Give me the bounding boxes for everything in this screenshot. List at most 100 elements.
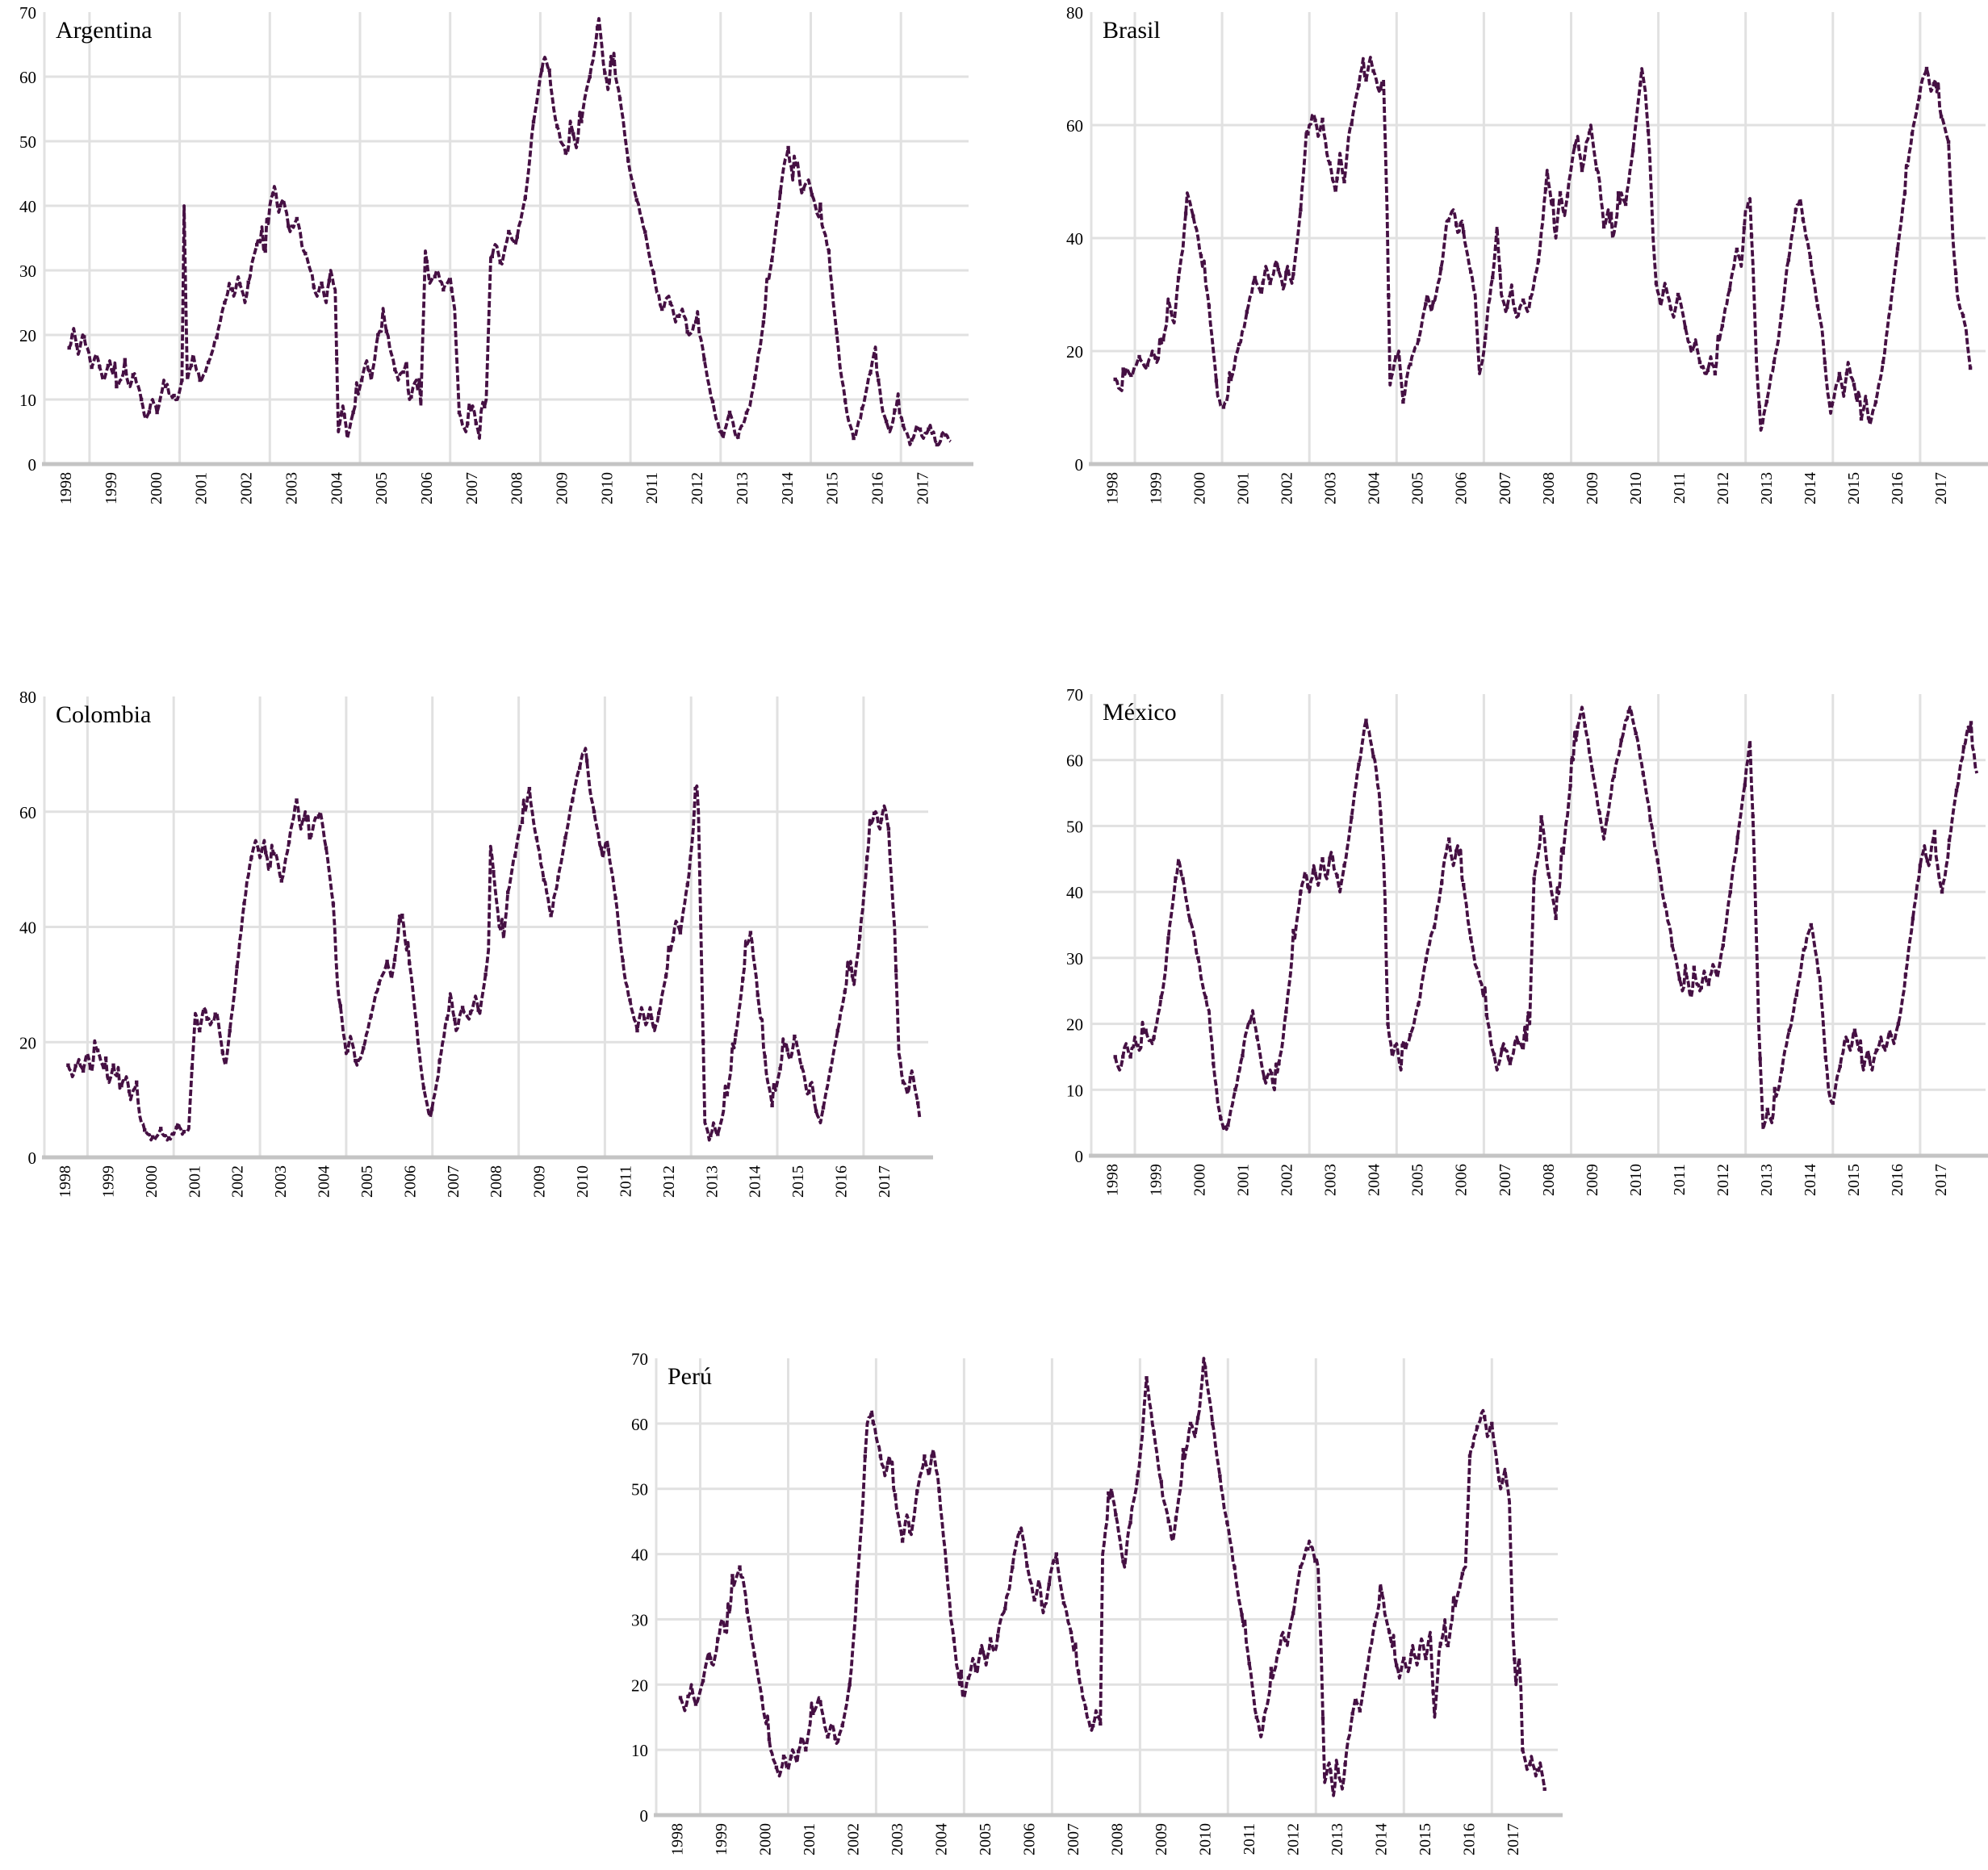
series-marker: [1911, 916, 1915, 921]
series-marker: [1432, 925, 1437, 930]
series-marker: [893, 408, 897, 412]
series-marker: [1233, 1088, 1237, 1092]
series-marker: [1424, 957, 1428, 961]
series-marker: [1040, 1602, 1044, 1607]
series-marker: [621, 959, 625, 963]
series-marker: [1291, 1611, 1295, 1615]
series-marker: [918, 427, 923, 431]
series-marker: [1431, 1690, 1435, 1694]
series-marker: [1262, 1717, 1266, 1721]
series-marker: [1623, 202, 1628, 207]
x-tick-label: 2014: [1802, 1164, 1819, 1196]
series-marker: [1195, 1416, 1200, 1420]
series-marker: [303, 251, 308, 256]
x-tick-label: 1998: [1103, 1164, 1121, 1196]
series-marker: [1047, 1582, 1051, 1586]
series-marker: [1462, 883, 1466, 887]
series-marker: [1245, 310, 1249, 314]
x-tick-label: 2016: [869, 472, 887, 504]
series-marker: [1845, 1039, 1849, 1044]
chart-title-colombia: Colombia: [56, 701, 152, 728]
series-marker: [1663, 903, 1667, 907]
x-tick-label: 2015: [1845, 1164, 1863, 1196]
series-marker: [860, 407, 864, 411]
series-marker: [693, 320, 698, 324]
series-marker: [1576, 725, 1580, 730]
series-marker: [1137, 354, 1141, 359]
series-marker: [90, 365, 94, 370]
series-marker: [1402, 1656, 1406, 1661]
series-marker: [362, 1046, 366, 1050]
series-marker: [927, 427, 931, 431]
series-marker: [1247, 1661, 1251, 1666]
series-marker: [1490, 1421, 1494, 1426]
series-marker: [1568, 784, 1572, 788]
series-marker: [879, 817, 884, 822]
series-marker: [1816, 970, 1820, 974]
series-marker: [73, 1064, 77, 1068]
series-marker: [1720, 324, 1725, 328]
x-tick-label: 1998: [669, 1823, 687, 1855]
y-tick-label: 70: [631, 1349, 648, 1369]
series-marker: [716, 1132, 720, 1136]
series-line-mexico: [1113, 705, 1979, 1132]
series-marker: [642, 1017, 647, 1021]
series-marker: [1728, 889, 1732, 894]
series-marker: [324, 846, 329, 850]
series-marker: [1953, 271, 1958, 275]
series-marker: [384, 329, 388, 333]
y-tick-label: 20: [631, 1675, 648, 1695]
y-tick-label: 20: [1066, 342, 1083, 362]
series-marker: [1484, 1013, 1488, 1017]
series-marker: [1910, 132, 1915, 136]
series-marker: [1852, 383, 1856, 387]
series-marker: [1460, 1571, 1465, 1575]
y-tick-label: 60: [631, 1415, 648, 1434]
series-marker: [1903, 973, 1908, 977]
series-marker: [1221, 405, 1226, 409]
series-marker: [563, 836, 567, 840]
series-marker: [1393, 1044, 1397, 1048]
series-marker: [617, 97, 622, 101]
x-tick-label: 2011: [617, 1165, 634, 1197]
series-marker: [198, 1028, 202, 1033]
series-marker: [1648, 818, 1652, 822]
series-marker: [763, 1055, 767, 1059]
series-marker: [1291, 928, 1295, 933]
series-marker: [1054, 1552, 1058, 1556]
x-tick-label: 2013: [1758, 472, 1776, 504]
series-marker: [1152, 1430, 1156, 1434]
series-marker: [453, 1017, 457, 1022]
series-marker: [1968, 366, 1973, 370]
series-marker: [952, 1637, 956, 1641]
series-marker: [1735, 247, 1739, 252]
series-marker: [1786, 257, 1791, 262]
series-marker: [367, 369, 372, 373]
series-marker: [723, 1629, 727, 1634]
series-marker: [634, 198, 638, 202]
series-marker: [1409, 1652, 1413, 1657]
series-marker: [230, 287, 234, 291]
series-marker: [95, 1048, 100, 1052]
x-tick-label: 2010: [598, 472, 616, 504]
series-marker: [88, 1066, 93, 1070]
y-tick-label: 70: [19, 3, 36, 23]
series-marker: [1400, 1044, 1404, 1048]
x-tick-label: 2010: [1627, 472, 1645, 504]
y-tick-label: 40: [19, 918, 36, 938]
series-marker: [1539, 815, 1543, 819]
series-marker: [1764, 400, 1769, 404]
series-marker: [1572, 144, 1577, 149]
x-tick-label: 2009: [531, 1165, 549, 1198]
x-tick-label: 2002: [229, 1165, 247, 1198]
series-marker: [1233, 1565, 1237, 1569]
series-marker: [865, 856, 869, 860]
y-tick-label: 60: [19, 803, 36, 822]
x-tick-label: 2008: [1108, 1823, 1126, 1855]
series-marker: [1091, 1723, 1095, 1728]
series-marker: [1838, 1064, 1842, 1069]
series-marker: [835, 331, 839, 335]
series-marker: [401, 370, 405, 374]
y-tick-label: 10: [1066, 1081, 1083, 1100]
series-marker: [1212, 1061, 1216, 1065]
